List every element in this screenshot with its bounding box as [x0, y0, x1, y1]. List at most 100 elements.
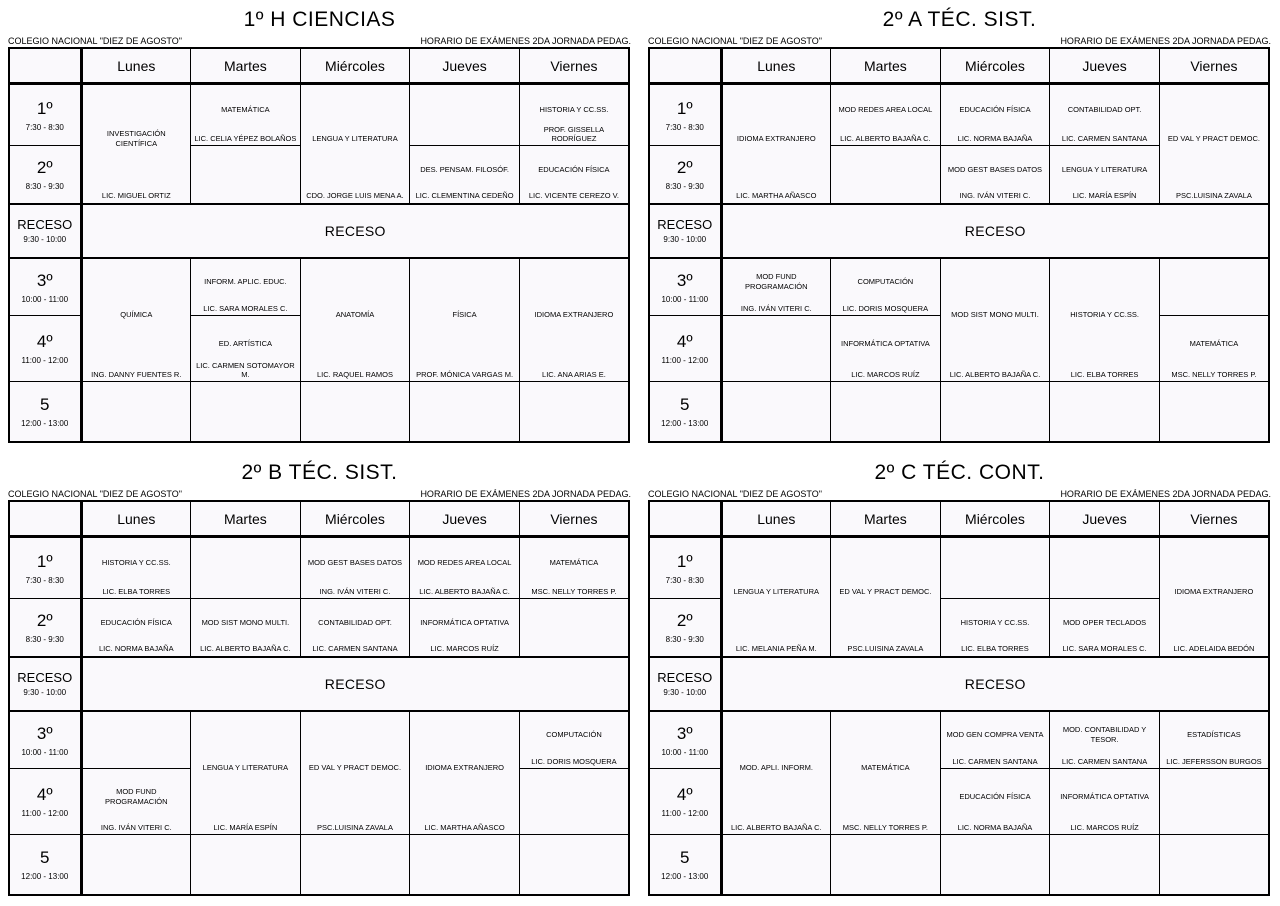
- teacher-name: PROF. MÓNICA VARGAS M.: [416, 369, 514, 379]
- table-row: 2º 8:30 - 9:30 HISTORIA Y CC.SS. LIC. ELBA …: [648, 598, 1269, 658]
- class-slot: HISTORIA Y CC.SS. PROF. GISSELLA RODRÍGUE…: [518, 83, 630, 147]
- subject-name: MOD FUND PROGRAMACIÓN: [745, 272, 808, 292]
- period-label: 3º: [36, 723, 53, 743]
- teacher-name: ING. DANNY FUENTES R.: [91, 369, 182, 379]
- corner-cell: [8, 47, 83, 86]
- class-slot: COMPUTACIÓN LIC. DORIS MOSQUERA: [830, 257, 941, 317]
- day-header: Lunes: [80, 500, 192, 539]
- day-header: Jueves: [409, 500, 520, 539]
- class-slot: MOD SIST MONO MULTI. LIC. ALBERTO BAJAÑA …: [190, 598, 301, 658]
- table-subhead: COLEGIO NACIONAL "DIEZ DE AGOSTO" HORARI…: [8, 489, 631, 499]
- table-subhead: COLEGIO NACIONAL "DIEZ DE AGOSTO" HORARI…: [648, 489, 1271, 499]
- class-slot: ED. ARTÍSTICA LIC. CARMEN SOTOMAYOR M.: [190, 315, 301, 383]
- teacher-name: LIC. CELIA YÉPEZ BOLAÑOS: [194, 133, 297, 143]
- class-slot: ANATOMÍA LIC. RAQUEL RAMOS: [299, 257, 411, 383]
- table-row: 1º 7:30 - 8:30 IDIOMA EXTRANJERO LIC. MARTH…: [648, 83, 1270, 205]
- empty-slot: [830, 381, 941, 443]
- class-slot: HISTORIA Y CC.SS. LIC. ELBA TORRES: [80, 536, 192, 600]
- period-cell: 1º 7:30 - 8:30: [8, 83, 83, 147]
- subject-name: HISTORIA Y CC.SS.: [960, 617, 1030, 627]
- subject-name: EDUCACIÓN FÍSICA: [959, 105, 1031, 115]
- schedule-note: HORARIO DE EXÁMENES 2DA JORNADA PEDAG.: [1060, 489, 1271, 499]
- subject-name: CONTABILIDAD OPT.: [318, 617, 392, 627]
- table-subhead: COLEGIO NACIONAL "DIEZ DE AGOSTO" HORARI…: [648, 36, 1271, 46]
- teacher-name: LIC. ELBA TORRES: [961, 644, 1029, 654]
- class-slot: EDUCACIÓN FÍSICA LIC. VICENTE CEREZO V.: [518, 145, 630, 205]
- subject-name: INFORMÁTICA OPTATIVA: [1060, 791, 1149, 801]
- subject-name: ED VAL Y PRACT DEMOC.: [1167, 134, 1260, 144]
- teacher-name: LIC. JEFERSSON BURGOS: [1166, 756, 1262, 766]
- class-slot: MOD FUND PROGRAMACIÓN ING. IVÁN VITERI C.: [80, 768, 192, 836]
- period-cell: 3º 10:00 - 11:00: [648, 257, 723, 317]
- receso-period-cell: RECESO 9:30 - 10:00: [648, 202, 723, 259]
- teacher-name: LIC. CARMEN SANTANA: [1061, 756, 1148, 766]
- receso-row: RECESO 9:30 - 10:00 RECESO: [8, 202, 630, 259]
- teacher-name: LIC. MARÍA ESPÍN: [1072, 191, 1137, 201]
- table-row: 4º 11:00 - 12:00 MOD FUND PROGRAMACIÓN ING.…: [8, 768, 630, 836]
- subject-name: INVESTIGACIÓN CIENTÍFICA: [106, 129, 166, 149]
- class-slot: MOD. CONTABILIDAD Y TESOR. LIC. CARMEN SA…: [1049, 710, 1160, 770]
- subject-name: CONTABILIDAD OPT.: [1067, 105, 1142, 115]
- day-header: Jueves: [1049, 47, 1160, 86]
- period-label: 5: [40, 395, 50, 415]
- table-row: 2º 8:30 - 9:30 MOD GEST BASES DATOS ING. IV…: [648, 145, 1269, 205]
- subject-name: MOD. APLI. INFORM.: [739, 763, 813, 773]
- class-slot: HISTORIA Y CC.SS. LIC. ELBA TORRES: [939, 598, 1051, 658]
- day-header: Martes: [830, 500, 941, 539]
- teacher-name: LIC. ELBA TORRES: [102, 586, 171, 596]
- class-slot: LENGUA Y LITERATURA LIC. MARÍA ESPÍN: [190, 710, 301, 836]
- empty-slot: [190, 536, 301, 600]
- table-row: 2º 8:30 - 9:30 EDUCACIÓN FÍSICA LIC. NORMA …: [8, 598, 630, 658]
- period-time: 8:30 - 9:30: [665, 182, 704, 192]
- period-cell: 2º 8:30 - 9:30: [648, 145, 723, 205]
- period-label: 2º: [676, 611, 693, 631]
- teacher-name: LIC. MARÍA ESPÍN: [213, 822, 278, 832]
- timetable-2a-tec-sist: 2º A TÉC. SIST. COLEGIO NACIONAL "DIEZ D…: [640, 0, 1280, 453]
- empty-slot: [1049, 536, 1160, 600]
- period-cell: 5 12:00 - 13:00: [8, 381, 83, 443]
- subject-name: IDIOMA EXTRANJERO: [534, 310, 614, 320]
- empty-slot: [80, 381, 192, 443]
- day-header: Miércoles: [939, 500, 1051, 539]
- period-cell: 1º 7:30 - 8:30: [648, 83, 723, 147]
- class-slot: IDIOMA EXTRANJERO LIC. ANA ARIAS E.: [518, 257, 630, 383]
- period-cell: 3º 10:00 - 11:00: [8, 257, 83, 317]
- empty-slot: [190, 145, 301, 205]
- page-title: 2º C TÉC. CONT.: [874, 461, 1045, 484]
- period-time: 10:00 - 11:00: [21, 747, 69, 757]
- empty-slot: [299, 834, 411, 896]
- school-name: COLEGIO NACIONAL "DIEZ DE AGOSTO": [8, 489, 182, 499]
- period-time: 12:00 - 13:00: [661, 419, 709, 429]
- teacher-name: PSC.LUISINA ZAVALA: [1175, 191, 1252, 201]
- day-header: Viernes: [518, 47, 630, 86]
- teacher-name: LIC. NORMA BAJAÑA: [957, 822, 1033, 832]
- period-time: 8:30 - 9:30: [25, 182, 64, 192]
- period-label: 3º: [36, 270, 53, 290]
- teacher-name: LIC. CARMEN SOTOMAYOR M.: [196, 360, 295, 379]
- receso-period-cell: RECESO 9:30 - 10:00: [8, 655, 83, 712]
- subject-name: EDUCACIÓN FÍSICA: [959, 791, 1031, 801]
- period-time: 10:00 - 11:00: [661, 294, 709, 304]
- teacher-name: PSC.LUISINA ZAVALA: [847, 644, 924, 654]
- empty-slot: [939, 834, 1051, 896]
- subject-name: MOD GEST BASES DATOS: [947, 164, 1043, 174]
- subject-name: MOD SIST MONO MULTI.: [201, 617, 290, 627]
- class-slot: CONTABILIDAD OPT. LIC. CARMEN SANTANA: [299, 598, 411, 658]
- receso-band: RECESO: [720, 655, 1270, 712]
- period-label: 1º: [36, 98, 53, 118]
- period-time: 7:30 - 8:30: [665, 575, 704, 585]
- subject-name: DES. PENSAM. FILOSÓF.: [420, 164, 509, 174]
- class-slot: MOD. APLI. INFORM. LIC. ALBERTO BAJAÑA C.: [720, 710, 832, 836]
- receso-label: RECESO: [657, 217, 713, 233]
- receso-label: RECESO: [657, 670, 713, 686]
- teacher-name: LIC. CARMEN SANTANA: [1061, 133, 1148, 143]
- receso-label: RECESO: [17, 217, 73, 233]
- teacher-name: PSC.LUISINA ZAVALA: [316, 822, 393, 832]
- teacher-name: LIC. CARMEN SANTANA: [312, 644, 398, 654]
- empty-slot: [720, 381, 832, 443]
- empty-slot: [409, 381, 520, 443]
- subject-name: IDIOMA EXTRANJERO: [1174, 587, 1254, 597]
- empty-slot: [1158, 381, 1270, 443]
- corner-cell: [8, 500, 83, 539]
- table-row: 3º 10:00 - 11:00 LENGUA Y LITERATURA LIC. M…: [8, 710, 630, 836]
